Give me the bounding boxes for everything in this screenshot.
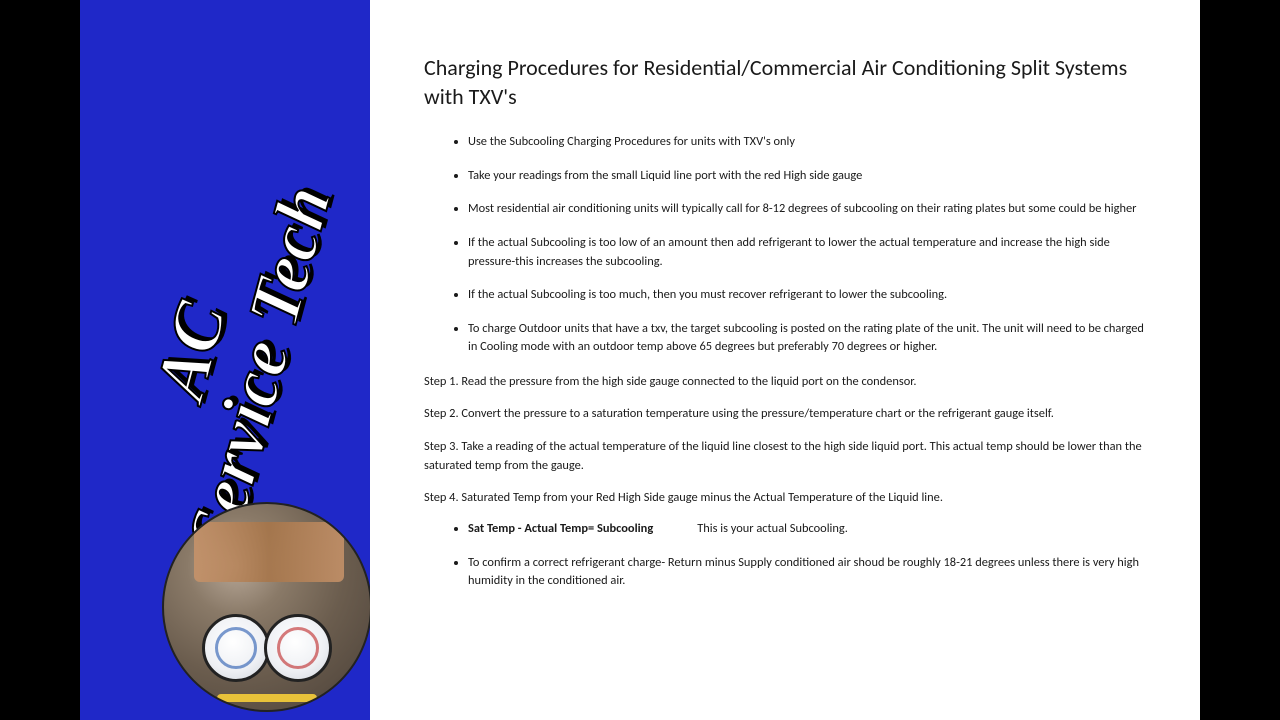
formula-note: This is your actual Subcooling. (697, 520, 848, 539)
step-4: Step 4. Saturated Temp from your Red Hig… (424, 488, 1154, 507)
bottom-bullet-list: Sat Temp - Actual Temp= Subcooling This … (424, 520, 1154, 591)
list-item: To confirm a correct refrigerant charge-… (468, 554, 1154, 591)
gauge-dial-red (264, 614, 332, 682)
formula-text: Sat Temp - Actual Temp= Subcooling (468, 520, 653, 539)
step-1: Step 1. Read the pressure from the high … (424, 372, 1154, 391)
document-title: Charging Procedures for Residential/Comm… (424, 54, 1154, 111)
list-item: Take your readings from the small Liquid… (468, 167, 1154, 186)
document-panel: Charging Procedures for Residential/Comm… (370, 0, 1200, 720)
step-2: Step 2. Convert the pressure to a satura… (424, 404, 1154, 423)
gauge-photo (162, 502, 372, 712)
gauge-dial-blue (202, 614, 270, 682)
gauge-pipes-graphic (194, 522, 344, 582)
list-item: If the actual Subcooling is too much, th… (468, 286, 1154, 305)
list-item: Sat Temp - Actual Temp= Subcooling This … (468, 520, 1154, 539)
list-item: If the actual Subcooling is too low of a… (468, 234, 1154, 271)
step-3: Step 3. Take a reading of the actual tem… (424, 437, 1154, 475)
list-item: Most residential air conditioning units … (468, 200, 1154, 219)
list-item: To charge Outdoor units that have a txv,… (468, 320, 1154, 357)
gauge-hose-graphic (217, 694, 317, 702)
brand-sidebar: AC Service Tech (80, 0, 370, 720)
list-item: Use the Subcooling Charging Procedures f… (468, 133, 1154, 152)
top-bullet-list: Use the Subcooling Charging Procedures f… (424, 133, 1154, 357)
